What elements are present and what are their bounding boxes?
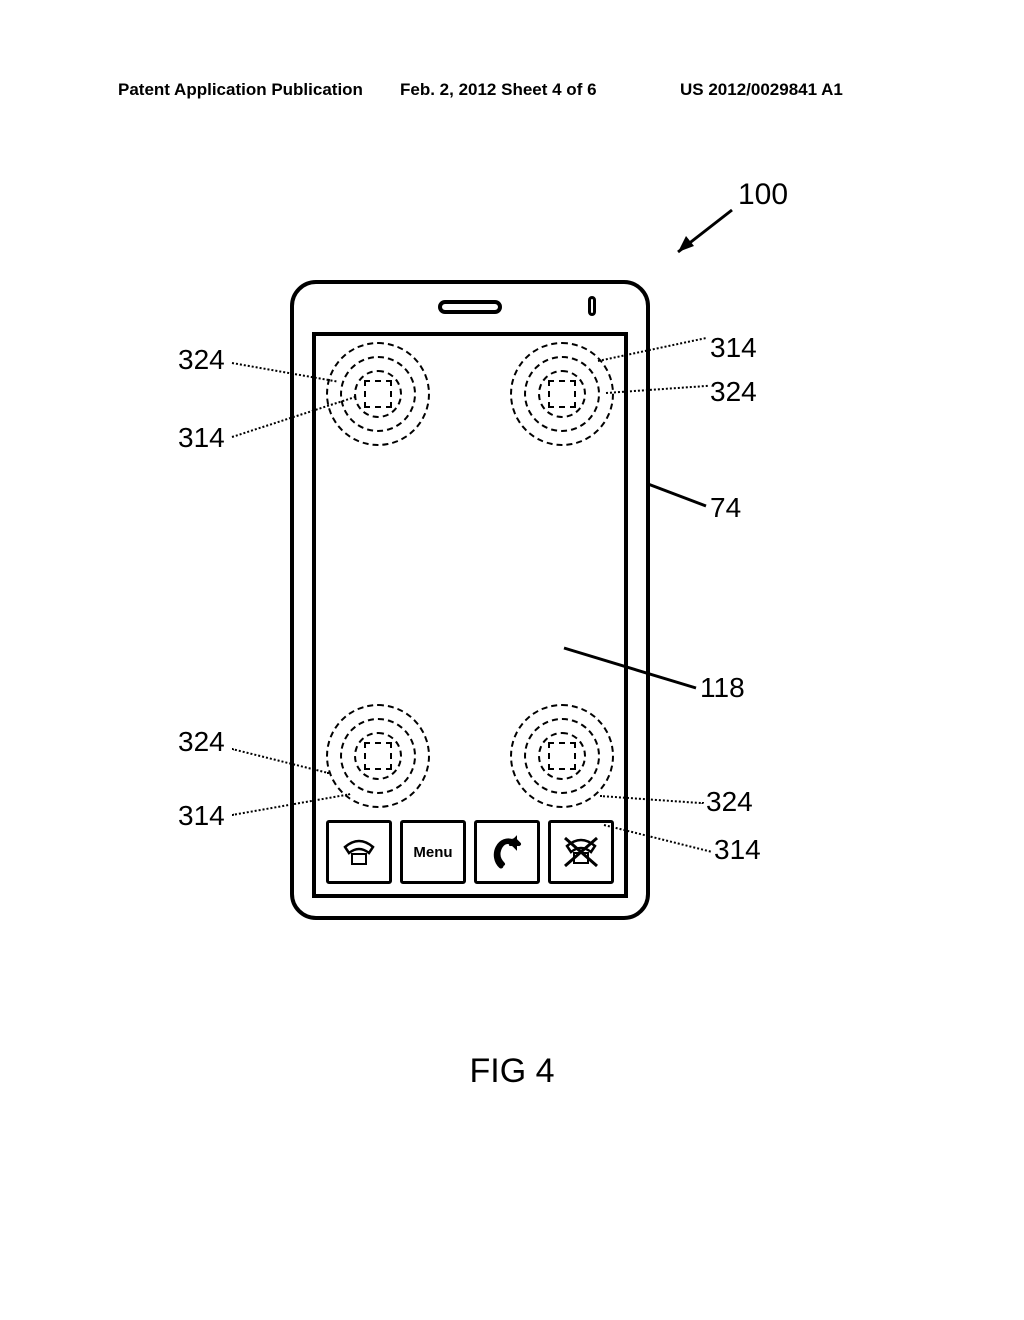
ref-100: 100 — [738, 178, 788, 212]
softkey-row: Menu — [326, 820, 614, 884]
back-button[interactable] — [474, 820, 540, 884]
ref-314-bl: 314 — [178, 800, 225, 832]
sensor-top-left — [326, 342, 430, 446]
ref-314-tl: 314 — [178, 422, 225, 454]
ref-324-tr: 324 — [710, 376, 757, 408]
sensor-bottom-left — [326, 704, 430, 808]
ref-324-tl: 324 — [178, 344, 225, 376]
speaker-slot — [438, 300, 502, 314]
sensor-top-right — [510, 342, 614, 446]
arrow-100 — [660, 200, 740, 270]
front-camera — [588, 296, 596, 316]
end-call-icon — [559, 832, 603, 872]
sensor-bottom-right — [510, 704, 614, 808]
ref-324-br: 324 — [706, 786, 753, 818]
ref-314-br: 314 — [714, 834, 761, 866]
call-button[interactable] — [326, 820, 392, 884]
back-icon — [489, 832, 525, 872]
leader-74 — [646, 476, 716, 520]
end-call-button[interactable] — [548, 820, 614, 884]
menu-label: Menu — [413, 844, 452, 861]
leader-118 — [560, 644, 710, 700]
page: Patent Application Publication Feb. 2, 2… — [0, 0, 1024, 1320]
phone-icon — [339, 835, 379, 869]
device-outline: Menu — [290, 280, 650, 920]
ref-314-tr: 314 — [710, 332, 757, 364]
ref-324-bl: 324 — [178, 726, 225, 758]
figure-caption: FIG 4 — [469, 1052, 554, 1091]
figure-stage: 100 — [0, 0, 1024, 1320]
device-screen: Menu — [312, 332, 628, 898]
menu-button[interactable]: Menu — [400, 820, 466, 884]
